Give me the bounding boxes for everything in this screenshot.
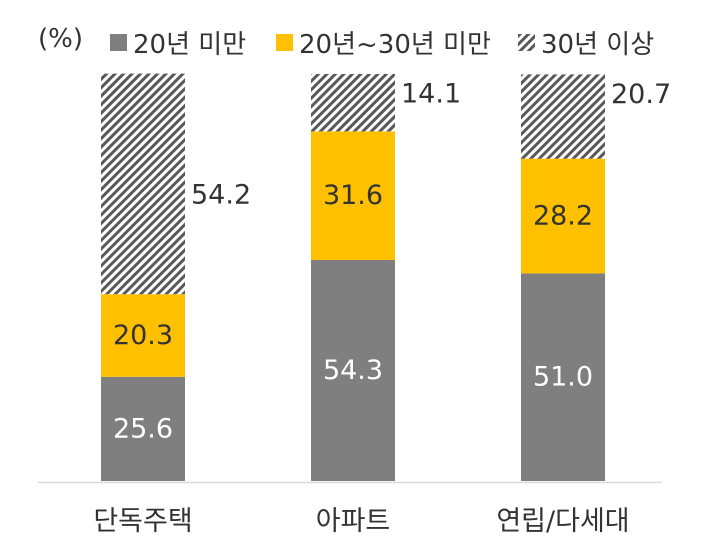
data-label-under-20-3: 51.0 xyxy=(533,362,593,393)
category-label-1: 단독주택 xyxy=(93,506,192,537)
legend-label-over-30: 30년 이상 xyxy=(541,30,655,60)
data-label-under-20-1: 25.6 xyxy=(113,413,173,444)
unit-label: (%) xyxy=(38,24,83,54)
category-label-3: 연립/다세대 xyxy=(496,506,629,537)
data-label-over-30-3: 20.7 xyxy=(611,79,671,110)
legend-label-20-30: 20년~30년 미만 xyxy=(299,30,491,60)
bar-segment-under-20-2 xyxy=(311,259,395,481)
legend-swatch-20-30 xyxy=(276,34,293,51)
legend-label-under-20: 20년 미만 xyxy=(133,30,247,60)
bar-segment-over-30-3 xyxy=(521,74,605,159)
bar-segment-over-30-1 xyxy=(101,73,185,295)
category-label-2: 아파트 xyxy=(316,506,391,537)
legend-swatch-under-20 xyxy=(110,34,127,51)
data-label-20-30-3: 28.2 xyxy=(533,201,593,232)
bar-segment-under-20-3 xyxy=(521,273,605,481)
bar-segment-20-30-1 xyxy=(101,294,185,377)
bar-segment-under-20-1 xyxy=(101,376,185,481)
data-label-over-30-2: 14.1 xyxy=(401,79,461,110)
bar-segment-20-30-2 xyxy=(311,131,395,260)
data-label-20-30-1: 20.3 xyxy=(113,320,173,351)
data-label-20-30-2: 31.6 xyxy=(323,180,383,211)
legend-item-20-30: 20년~30년 미만 xyxy=(276,24,491,61)
data-label-over-30-1: 54.2 xyxy=(191,179,251,210)
bar-segment-20-30-3 xyxy=(521,158,605,274)
legend-swatch-over-30 xyxy=(518,34,535,51)
legend-item-under-20: 20년 미만 xyxy=(110,24,246,61)
legend-item-over-30: 30년 이상 xyxy=(518,24,654,61)
data-label-under-20-2: 54.3 xyxy=(323,355,383,386)
bar-segment-over-30-2 xyxy=(311,74,395,132)
